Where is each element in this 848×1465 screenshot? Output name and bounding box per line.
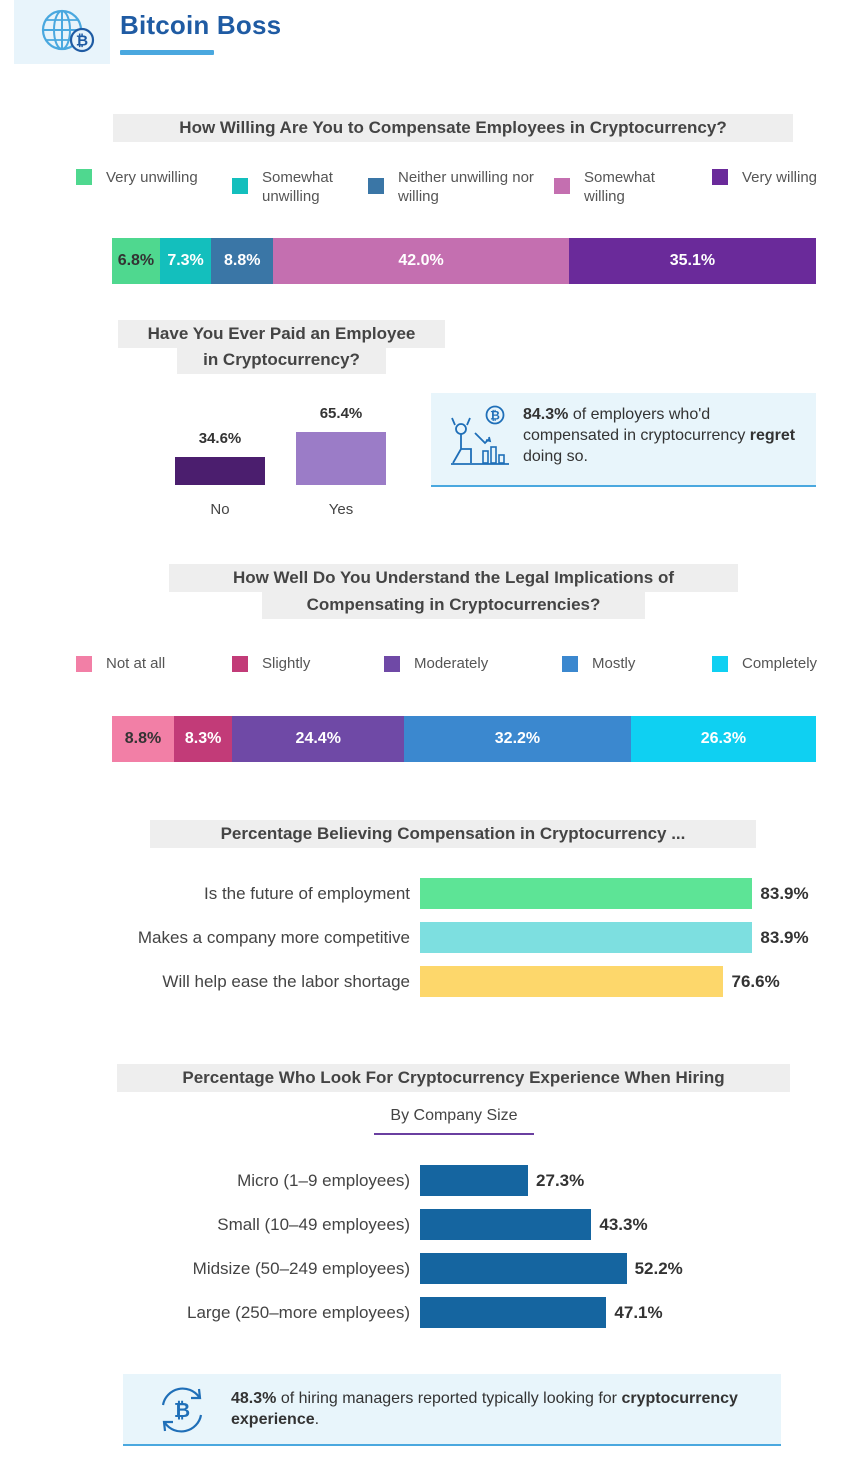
chart4-bar bbox=[420, 878, 753, 909]
chart4-category-label: Will help ease the labor shortage bbox=[162, 971, 410, 991]
chart1-legend-label: Somewhat willing bbox=[584, 169, 655, 205]
chart1-title: How Willing Are You to Compensate Employ… bbox=[113, 114, 793, 142]
regret-stat: 84.3% bbox=[523, 406, 569, 423]
chart5-bar bbox=[420, 1253, 627, 1284]
chart4-category-label: Makes a company more competitive bbox=[137, 927, 410, 947]
chart1-legend-swatch bbox=[712, 169, 728, 185]
chart1-legend-swatch bbox=[76, 169, 92, 185]
chart1-legend-label: Somewhat unwilling bbox=[262, 169, 333, 205]
chart3-segment: 8.8% bbox=[112, 716, 174, 762]
chart5-value-label: 27.3% bbox=[536, 1170, 585, 1190]
chart3-title-line1: How Well Do You Understand the Legal Imp… bbox=[169, 564, 738, 592]
chart5-category-label: Micro (1–9 employees) bbox=[237, 1170, 410, 1190]
chart5-title: Percentage Who Look For Cryptocurrency E… bbox=[117, 1064, 790, 1092]
brand-name: Bitcoin Boss bbox=[120, 10, 282, 40]
chart1-legend-swatch bbox=[232, 178, 248, 194]
chart2-value-label: 65.4% bbox=[319, 405, 363, 422]
regret-callout-text: 84.3% of employers who'd compensated in … bbox=[523, 404, 808, 467]
chart1-legend-swatch bbox=[554, 178, 570, 194]
chart1-legend-item: Neither unwilling nor willing bbox=[368, 168, 538, 206]
hiring-stat: 48.3% bbox=[231, 1390, 277, 1407]
chart5-bar bbox=[420, 1209, 592, 1240]
regret-bold-word: regret bbox=[749, 427, 796, 444]
chart3-segment: 24.4% bbox=[232, 716, 405, 762]
chart1-legend-label: Neither unwilling nor willing bbox=[398, 169, 534, 205]
chart5-bar bbox=[420, 1165, 529, 1196]
chart3-title-line2: Compensating in Cryptocurrencies? bbox=[262, 591, 645, 619]
hiring-text-b: . bbox=[314, 1411, 320, 1428]
chart3-legend-item: Not at all bbox=[76, 654, 165, 673]
chart3-legend-item: Slightly bbox=[232, 654, 310, 673]
chart1-segment: 6.8% bbox=[112, 238, 160, 284]
chart1-legend-item: Somewhat unwilling bbox=[232, 168, 362, 206]
chart3-legend-label: Not at all bbox=[106, 655, 166, 672]
chart2-title-line2: in Cryptocurrency? bbox=[177, 346, 386, 374]
chart3-legend-item: Mostly bbox=[562, 654, 635, 673]
chart2-category-label: No bbox=[210, 501, 230, 518]
chart5-category-label: Large (250–more employees) bbox=[186, 1302, 410, 1322]
hiring-text-a: of hiring managers reported typically lo… bbox=[276, 1390, 622, 1407]
chart4-bar bbox=[420, 922, 753, 953]
chart5-value-label: 52.2% bbox=[634, 1258, 683, 1278]
chart5-value-label: 43.3% bbox=[599, 1214, 648, 1234]
chart3-legend-swatch bbox=[562, 655, 578, 672]
hiring-bold-phrase: cryptocurrency experience bbox=[231, 1390, 738, 1428]
chart1-segment: 35.1% bbox=[568, 238, 816, 284]
chart4-bar bbox=[420, 966, 724, 997]
svg-text:₿: ₿ bbox=[174, 1398, 190, 1422]
chart3-legend-label: Mostly bbox=[592, 655, 636, 672]
chart3-legend-item: Completely bbox=[712, 654, 817, 673]
chart3-stacked-bar: 8.8% 8.3% 24.4% 32.2% 26.3% bbox=[112, 716, 816, 762]
chart2-bar bbox=[296, 432, 386, 485]
chart5-category-label: Small (10–49 employees) bbox=[217, 1214, 410, 1234]
chart4-category-label: Is the future of employment bbox=[204, 883, 410, 903]
chart4-value-label: 76.6% bbox=[731, 971, 780, 991]
chart4-value-label: 83.9% bbox=[760, 927, 809, 947]
chart1-legend-item: Very unwilling bbox=[76, 168, 206, 187]
chart3-segment: 8.3% bbox=[173, 716, 233, 762]
hiring-callout: ₿ 48.3% of hiring managers reported typi… bbox=[123, 1374, 781, 1446]
chart1-segment: 8.8% bbox=[211, 238, 274, 284]
chart1-legend-label: Very unwilling bbox=[106, 169, 198, 186]
chart5-category-label: Midsize (50–249 employees) bbox=[192, 1258, 410, 1278]
chart3-segment: 26.3% bbox=[630, 716, 816, 762]
chart3-legend-label: Slightly bbox=[262, 655, 311, 672]
chart1-legend-item: Somewhat willing bbox=[554, 168, 694, 206]
bitcoin-exchange-icon: ₿ bbox=[161, 1387, 203, 1433]
chart5-subtitle-underline bbox=[374, 1133, 534, 1135]
chart1-legend-item: Very willing bbox=[712, 168, 842, 187]
chart3-legend-swatch bbox=[712, 655, 728, 672]
chart2-value-label: 34.6% bbox=[198, 429, 242, 447]
chart1-segment: 7.3% bbox=[159, 238, 212, 284]
svg-text:₿: ₿ bbox=[490, 409, 500, 423]
chart3-legend-swatch bbox=[384, 655, 400, 672]
chart5-value-label: 47.1% bbox=[614, 1302, 663, 1322]
regret-callout: ₿ 84.3% of employers who'd compensated i… bbox=[431, 393, 816, 487]
chart3-legend-swatch bbox=[76, 655, 92, 672]
chart3-segment: 32.2% bbox=[404, 716, 631, 762]
chart1-stacked-bar: 6.8% 7.3% 8.8% 42.0% 35.1% bbox=[112, 238, 816, 284]
chart5-subtitle: By Company Size bbox=[390, 1107, 518, 1124]
brand-underline bbox=[120, 50, 214, 55]
chart2-bar bbox=[175, 456, 265, 485]
stressed-person-chart-icon: ₿ bbox=[451, 405, 509, 465]
svg-text:₿: ₿ bbox=[76, 32, 88, 50]
chart3-legend-label: Completely bbox=[742, 655, 818, 672]
chart3-legend-swatch bbox=[232, 655, 248, 672]
chart1-legend-swatch bbox=[368, 178, 384, 194]
regret-text-b: doing so. bbox=[523, 448, 588, 465]
globe-bitcoin-icon: ₿ bbox=[41, 9, 95, 53]
chart3-legend-item: Moderately bbox=[384, 654, 488, 673]
chart3-legend-label: Moderately bbox=[414, 655, 489, 672]
chart4-title: Percentage Believing Compensation in Cry… bbox=[150, 820, 756, 848]
hiring-callout-text: 48.3% of hiring managers reported typica… bbox=[231, 1388, 771, 1430]
regret-text-a: of employers who'd compensated in crypto… bbox=[523, 406, 750, 444]
chart1-segment: 42.0% bbox=[273, 238, 569, 284]
chart2-title-line1: Have You Ever Paid an Employee bbox=[118, 320, 445, 348]
chart4-value-label: 83.9% bbox=[760, 883, 809, 903]
chart2-category-label: Yes bbox=[328, 501, 354, 518]
chart5-bar bbox=[420, 1297, 607, 1328]
chart1-legend-label: Very willing bbox=[742, 169, 818, 186]
